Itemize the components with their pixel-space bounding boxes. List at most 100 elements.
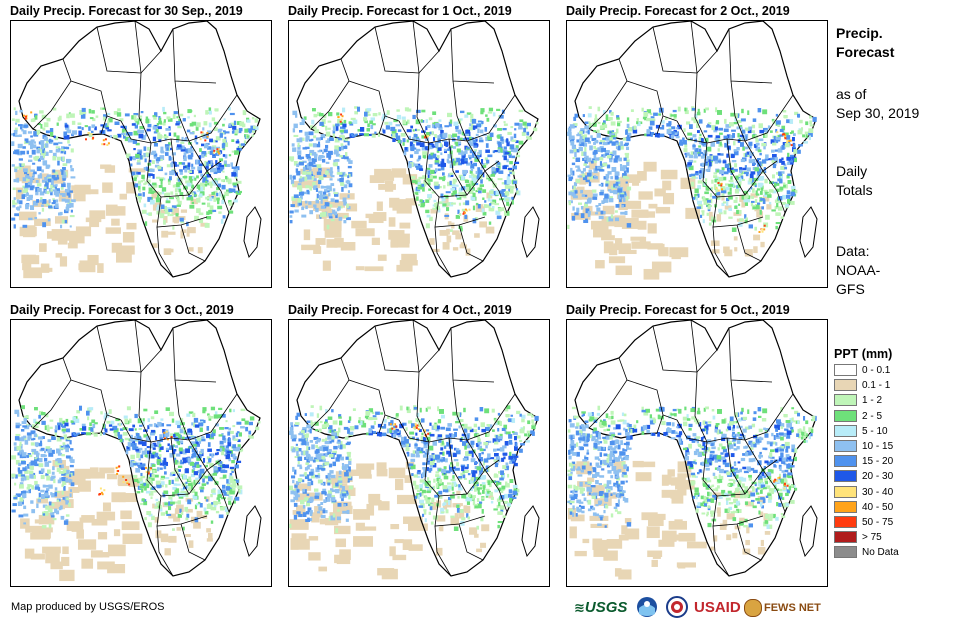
usgs-logo: ≋USGS xyxy=(574,596,634,620)
totals-line-2: Totals xyxy=(836,182,873,198)
legend-label: No Data xyxy=(862,547,899,559)
madagascar-outline xyxy=(243,206,262,259)
panel-title: Daily Precip. Forecast for 4 Oct., 2019 xyxy=(288,303,512,317)
legend-label: 30 - 40 xyxy=(862,486,894,498)
africa-precip-map xyxy=(11,320,262,582)
africa-outline xyxy=(574,320,817,577)
usda-seal-logo xyxy=(666,596,690,620)
fews-globe-icon xyxy=(744,599,762,618)
madagascar-outline xyxy=(521,505,540,558)
legend-item: No Data xyxy=(834,545,964,560)
totals-line-1: Daily xyxy=(836,163,868,179)
panel-title: Daily Precip. Forecast for 30 Sep., 2019 xyxy=(10,4,243,18)
legend-label: 5 - 10 xyxy=(862,425,888,437)
fews-logo-text: FEWS NET xyxy=(764,602,821,614)
madagascar-outline xyxy=(521,206,540,259)
precip-legend: PPT (mm) 0 - 0.1 0.1 - 1 1 - 2 2 - 5 5 - 10 1… xyxy=(834,346,964,560)
legend-rows: 0 - 0.1 0.1 - 1 1 - 2 2 - 5 5 - 10 10 - 15 15 … xyxy=(834,363,964,560)
africa-outline xyxy=(296,320,539,577)
africa-precip-map xyxy=(11,21,262,279)
forecast-map xyxy=(566,20,828,288)
legend-item: 0.1 - 1 xyxy=(834,378,964,393)
legend-label: 0.1 - 1 xyxy=(862,380,891,392)
africa-precip-map xyxy=(289,21,540,278)
legend-item: 0 - 0.1 xyxy=(834,363,964,378)
legend-item: 40 - 50 xyxy=(834,500,964,515)
precip-layer xyxy=(11,106,259,230)
heavy-rain-layer xyxy=(773,476,789,490)
africa-outline xyxy=(574,21,817,278)
usaid-logo: USAID xyxy=(694,596,742,620)
legend-item: > 75 xyxy=(834,530,964,545)
madagascar-outline xyxy=(799,505,818,558)
panel-title: Daily Precip. Forecast for 5 Oct., 2019 xyxy=(566,303,790,317)
fews-net-logo: FEWS NET xyxy=(744,596,826,620)
panel-title: Daily Precip. Forecast for 1 Oct., 2019 xyxy=(288,4,512,18)
panel-title: Daily Precip. Forecast for 2 Oct., 2019 xyxy=(566,4,790,18)
dry-zone-layer xyxy=(567,460,771,580)
title-line-1: Precip. xyxy=(836,25,883,41)
title-line-2: Forecast xyxy=(836,44,895,60)
precip-layer xyxy=(11,405,261,531)
africa-outline xyxy=(18,21,261,278)
legend-label: 15 - 20 xyxy=(862,456,894,468)
as-of-label: as of xyxy=(836,86,867,102)
totals-note: Daily Totals xyxy=(836,162,873,200)
precip-layer xyxy=(289,106,539,232)
legend-label: 2 - 5 xyxy=(862,410,883,422)
africa-precip-map xyxy=(567,320,818,580)
map-credit: Map produced by USGS/EROS xyxy=(11,601,165,613)
legend-swatch xyxy=(834,500,857,513)
africa-outline xyxy=(296,21,539,278)
legend-item: 50 - 75 xyxy=(834,515,964,530)
legend-item: 15 - 20 xyxy=(834,454,964,469)
data-line-2: NOAA- xyxy=(836,262,881,278)
usaid-seal-icon xyxy=(666,596,688,618)
legend-item: 20 - 30 xyxy=(834,469,964,484)
country-borders xyxy=(310,21,516,278)
legend-swatch xyxy=(834,424,857,437)
legend-label: 20 - 30 xyxy=(862,471,894,483)
country-borders xyxy=(588,21,794,278)
legend-label: 50 - 75 xyxy=(862,516,894,528)
legend-item: 10 - 15 xyxy=(834,439,964,454)
noaa-seal-icon xyxy=(637,597,657,617)
legend-item: 5 - 10 xyxy=(834,424,964,439)
heavy-rain-layer xyxy=(715,131,793,233)
usgs-logo-text: USGS xyxy=(584,599,628,616)
africa-outline xyxy=(18,320,261,577)
forecast-title: Precip. Forecast xyxy=(836,24,894,62)
madagascar-outline xyxy=(799,206,818,259)
legend-swatch xyxy=(834,409,857,422)
country-borders xyxy=(310,320,516,577)
as-of-date: as of Sep 30, 2019 xyxy=(836,85,919,123)
legend-swatch xyxy=(834,455,857,468)
dry-zone-layer xyxy=(15,164,217,279)
dry-zone-layer xyxy=(289,461,494,580)
legend-item: 2 - 5 xyxy=(834,409,964,424)
data-line-1: Data: xyxy=(836,243,870,259)
noaa-logo xyxy=(636,596,660,620)
data-line-3: GFS xyxy=(836,281,865,297)
forecast-map xyxy=(10,20,272,288)
legend-item: 1 - 2 xyxy=(834,393,964,408)
legend-swatch xyxy=(834,485,857,498)
legend-swatch xyxy=(834,364,857,376)
precip-layer xyxy=(567,405,817,530)
as-of-value: Sep 30, 2019 xyxy=(836,105,920,121)
dry-zone-layer xyxy=(292,167,495,272)
forecast-map xyxy=(288,20,550,288)
africa-precip-map xyxy=(289,320,540,580)
legend-label: 10 - 15 xyxy=(862,440,894,452)
legend-swatch xyxy=(834,546,857,559)
legend-label: 0 - 0.1 xyxy=(862,365,891,376)
precip-layer xyxy=(567,106,817,232)
heavy-rain-layer xyxy=(98,430,173,496)
legend-swatch xyxy=(834,470,857,483)
usaid-logo-text: USAID xyxy=(694,599,741,616)
country-borders xyxy=(32,21,238,278)
legend-label: > 75 xyxy=(862,532,882,544)
data-source: Data: NOAA- GFS xyxy=(836,242,880,299)
precip-layer xyxy=(289,405,539,533)
country-borders xyxy=(32,320,238,577)
